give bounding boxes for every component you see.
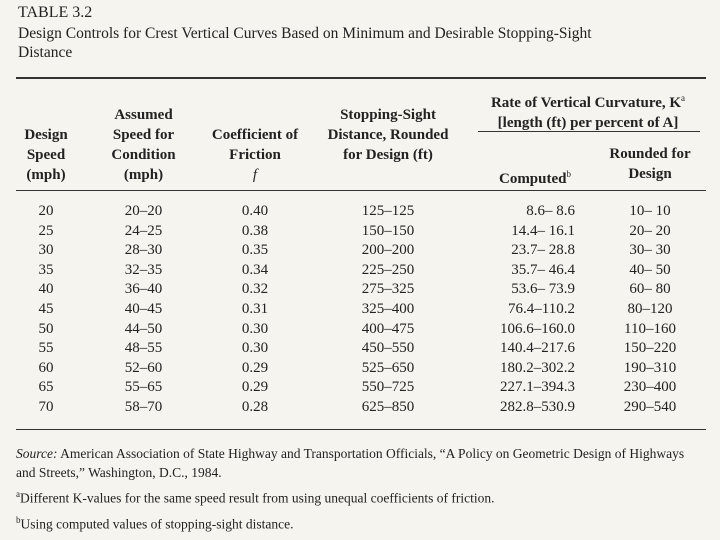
- table-cell: 525–650: [361, 359, 415, 376]
- table-cell: 10– 10: [629, 203, 671, 219]
- footnote-text: Using computed values of stopping-sight …: [20, 516, 294, 531]
- table-cell: 0.30: [241, 320, 269, 337]
- table-cell: 106.6–160.0: [500, 320, 575, 337]
- table-cell: 140.4–217.6: [500, 340, 575, 357]
- table-cell: 23.7– 28.8: [511, 242, 575, 259]
- table-cell: 0.31: [241, 301, 269, 317]
- table-cell: 230–400: [623, 379, 677, 396]
- table-cell: 0.34: [241, 261, 269, 278]
- table-cell: 76.4–110.2: [508, 301, 575, 317]
- table-cell: 60– 80: [629, 281, 671, 298]
- table-cell: 0.40: [241, 203, 269, 219]
- table-cell: 400–475: [361, 320, 415, 337]
- table-cell: 35.7– 46.4: [511, 261, 575, 278]
- footnote: bUsing computed values of stopping-sight…: [16, 511, 706, 534]
- sub-header: Computedb: [475, 164, 595, 189]
- table-cell: 190–310: [623, 359, 677, 376]
- table-cell: 50: [38, 320, 54, 337]
- table-cell: 25: [38, 222, 54, 239]
- table-cell: 55–65: [124, 379, 163, 396]
- table-cell: 32–35: [124, 261, 163, 278]
- table-cell: 45: [38, 301, 54, 317]
- source-note: Source: American Association of State Hi…: [16, 444, 706, 482]
- footnote-mark: a: [681, 93, 686, 103]
- footnote-mark: a: [16, 489, 20, 499]
- group-header: Rate of Vertical Curvature, Ka [length (f…: [468, 88, 708, 133]
- table-cell: 40– 50: [629, 261, 671, 278]
- table-cell: 0.30: [241, 340, 269, 357]
- table-cell: 225–250: [361, 261, 415, 278]
- table-cell: 550–725: [361, 379, 415, 396]
- rule: [16, 190, 706, 191]
- table-cell: 227.1–394.3: [500, 379, 575, 396]
- table-cell: 40–45: [124, 301, 163, 317]
- table-cell: 450–550: [361, 340, 415, 357]
- table-cell: 8.6– 8.6: [526, 203, 575, 219]
- table-cell: 53.6– 73.9: [511, 281, 575, 298]
- symbol: f: [252, 167, 258, 183]
- table-cell: 55: [38, 340, 54, 357]
- table-cell: 0.32: [241, 281, 269, 298]
- table-cell: 52–60: [124, 359, 163, 376]
- table-cell: 48–55: [124, 340, 163, 357]
- table-cell: 65: [38, 379, 54, 396]
- table-cell: 44–50: [124, 320, 163, 337]
- table-caption: Design Controls for Crest Vertical Curve…: [18, 25, 592, 61]
- table-cell: 150–220: [623, 340, 677, 357]
- table-cell: 150–150: [361, 222, 415, 239]
- col-header: Assumed Speed for Condition (mph): [111, 107, 176, 183]
- col-header: Design Speed (mph): [24, 127, 68, 183]
- table-cell: 30– 30: [629, 242, 671, 259]
- table-cell: 0.38: [241, 222, 269, 239]
- table-cell: 290–540: [623, 399, 677, 415]
- sub-header: Rounded for Design: [609, 146, 691, 182]
- table-cell: 282.8–530.9: [500, 399, 575, 415]
- col-header: Stopping-Sight Distance, Rounded for Des…: [327, 107, 449, 163]
- table-cell: 24–25: [124, 222, 163, 239]
- table-cell: 0.35: [241, 242, 269, 259]
- table-cell: 180.2–302.2: [500, 359, 575, 376]
- table-cell: 200–200: [361, 242, 415, 259]
- table-cell: 14.4– 16.1: [511, 222, 575, 239]
- table-cell: 60: [38, 359, 54, 376]
- table-cell: 20– 20: [629, 222, 671, 239]
- footnote: aDifferent K-values for the same speed r…: [16, 485, 706, 508]
- rule: [478, 131, 700, 132]
- footnote-mark: b: [566, 169, 572, 179]
- table-cell: 70: [38, 399, 54, 415]
- table-cell: 325–400: [361, 301, 415, 317]
- table-cell: 20: [38, 203, 54, 219]
- col-header: Coefficient of Friction f: [205, 125, 305, 185]
- table-cell: 30: [38, 242, 54, 259]
- table-cell: 80–120: [627, 301, 673, 317]
- table-cell: 28–30: [124, 242, 163, 259]
- table-cell: 275–325: [361, 281, 415, 298]
- rule: [16, 77, 706, 79]
- table-cell: 40: [38, 281, 54, 298]
- table-cell: 625–850: [361, 399, 415, 415]
- header-text: Rate of Vertical Curvature, K: [490, 95, 682, 111]
- footnotes: Source: American Association of State Hi…: [16, 444, 706, 536]
- table-number: TABLE 3.2: [18, 4, 93, 21]
- table-cell: 0.29: [241, 359, 269, 376]
- table-cell: 36–40: [124, 281, 163, 298]
- table-cell: 0.28: [241, 399, 269, 415]
- table-cell: 35: [38, 261, 54, 278]
- rule: [16, 429, 706, 430]
- header-text: [length (ft) per percent of A]: [497, 115, 679, 131]
- table-cell: 20–20: [124, 203, 163, 219]
- table-cell: 58–70: [124, 399, 163, 415]
- footnote-text: Different K-values for the same speed re…: [20, 490, 495, 506]
- table-cell: 110–160: [624, 320, 676, 337]
- header-text: Coefficient of Friction: [211, 127, 299, 163]
- footnote-mark: b: [16, 514, 21, 525]
- table-cell: 0.29: [241, 379, 269, 396]
- source-label: Source:: [16, 446, 58, 461]
- table-cell: 125–125: [361, 203, 415, 219]
- source-text: American Association of State Highway an…: [16, 446, 685, 480]
- header-text: Computed: [498, 171, 567, 187]
